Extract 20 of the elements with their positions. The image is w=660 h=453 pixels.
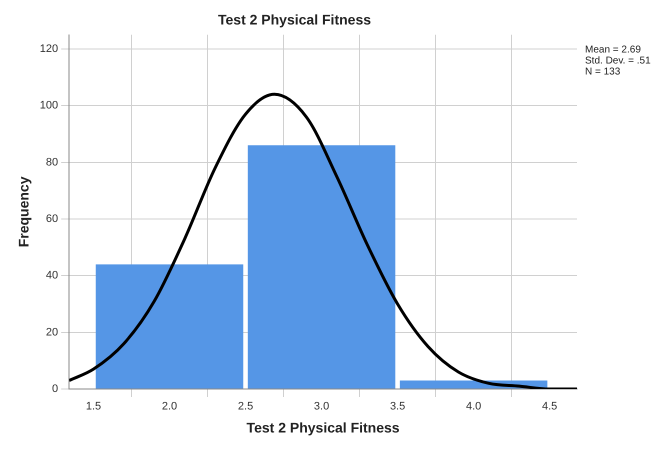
y-tick-label: 120 <box>40 43 58 55</box>
x-tick-label: 3.5 <box>390 400 406 413</box>
y-tick-label: 0 <box>52 383 58 396</box>
y-tick-label: 20 <box>46 326 58 338</box>
x-axis-title: Test 2 Physical Fitness <box>246 419 400 436</box>
text: N = 133 <box>585 66 621 78</box>
y-tick-label: 40 <box>46 270 58 282</box>
y-tick-label: 60 <box>46 213 58 226</box>
x-tick-label: 2.0 <box>162 400 178 413</box>
x-tick-label: 1.5 <box>86 400 102 413</box>
x-tick-label: 2.5 <box>238 400 254 413</box>
y-tick-label: 100 <box>40 100 58 112</box>
chart-title: Test 2 Physical Fitness <box>218 11 372 28</box>
y-tick-label: 80 <box>46 156 58 168</box>
text: Std. Dev. = .51 <box>585 56 652 67</box>
text: Mean = 2.69 <box>585 44 642 56</box>
y-axis-title: Frequency <box>15 176 32 248</box>
x-tick-label: 4.0 <box>466 400 482 413</box>
x-tick-label: 4.5 <box>542 400 558 413</box>
x-tick-label: 3.0 <box>314 400 330 413</box>
